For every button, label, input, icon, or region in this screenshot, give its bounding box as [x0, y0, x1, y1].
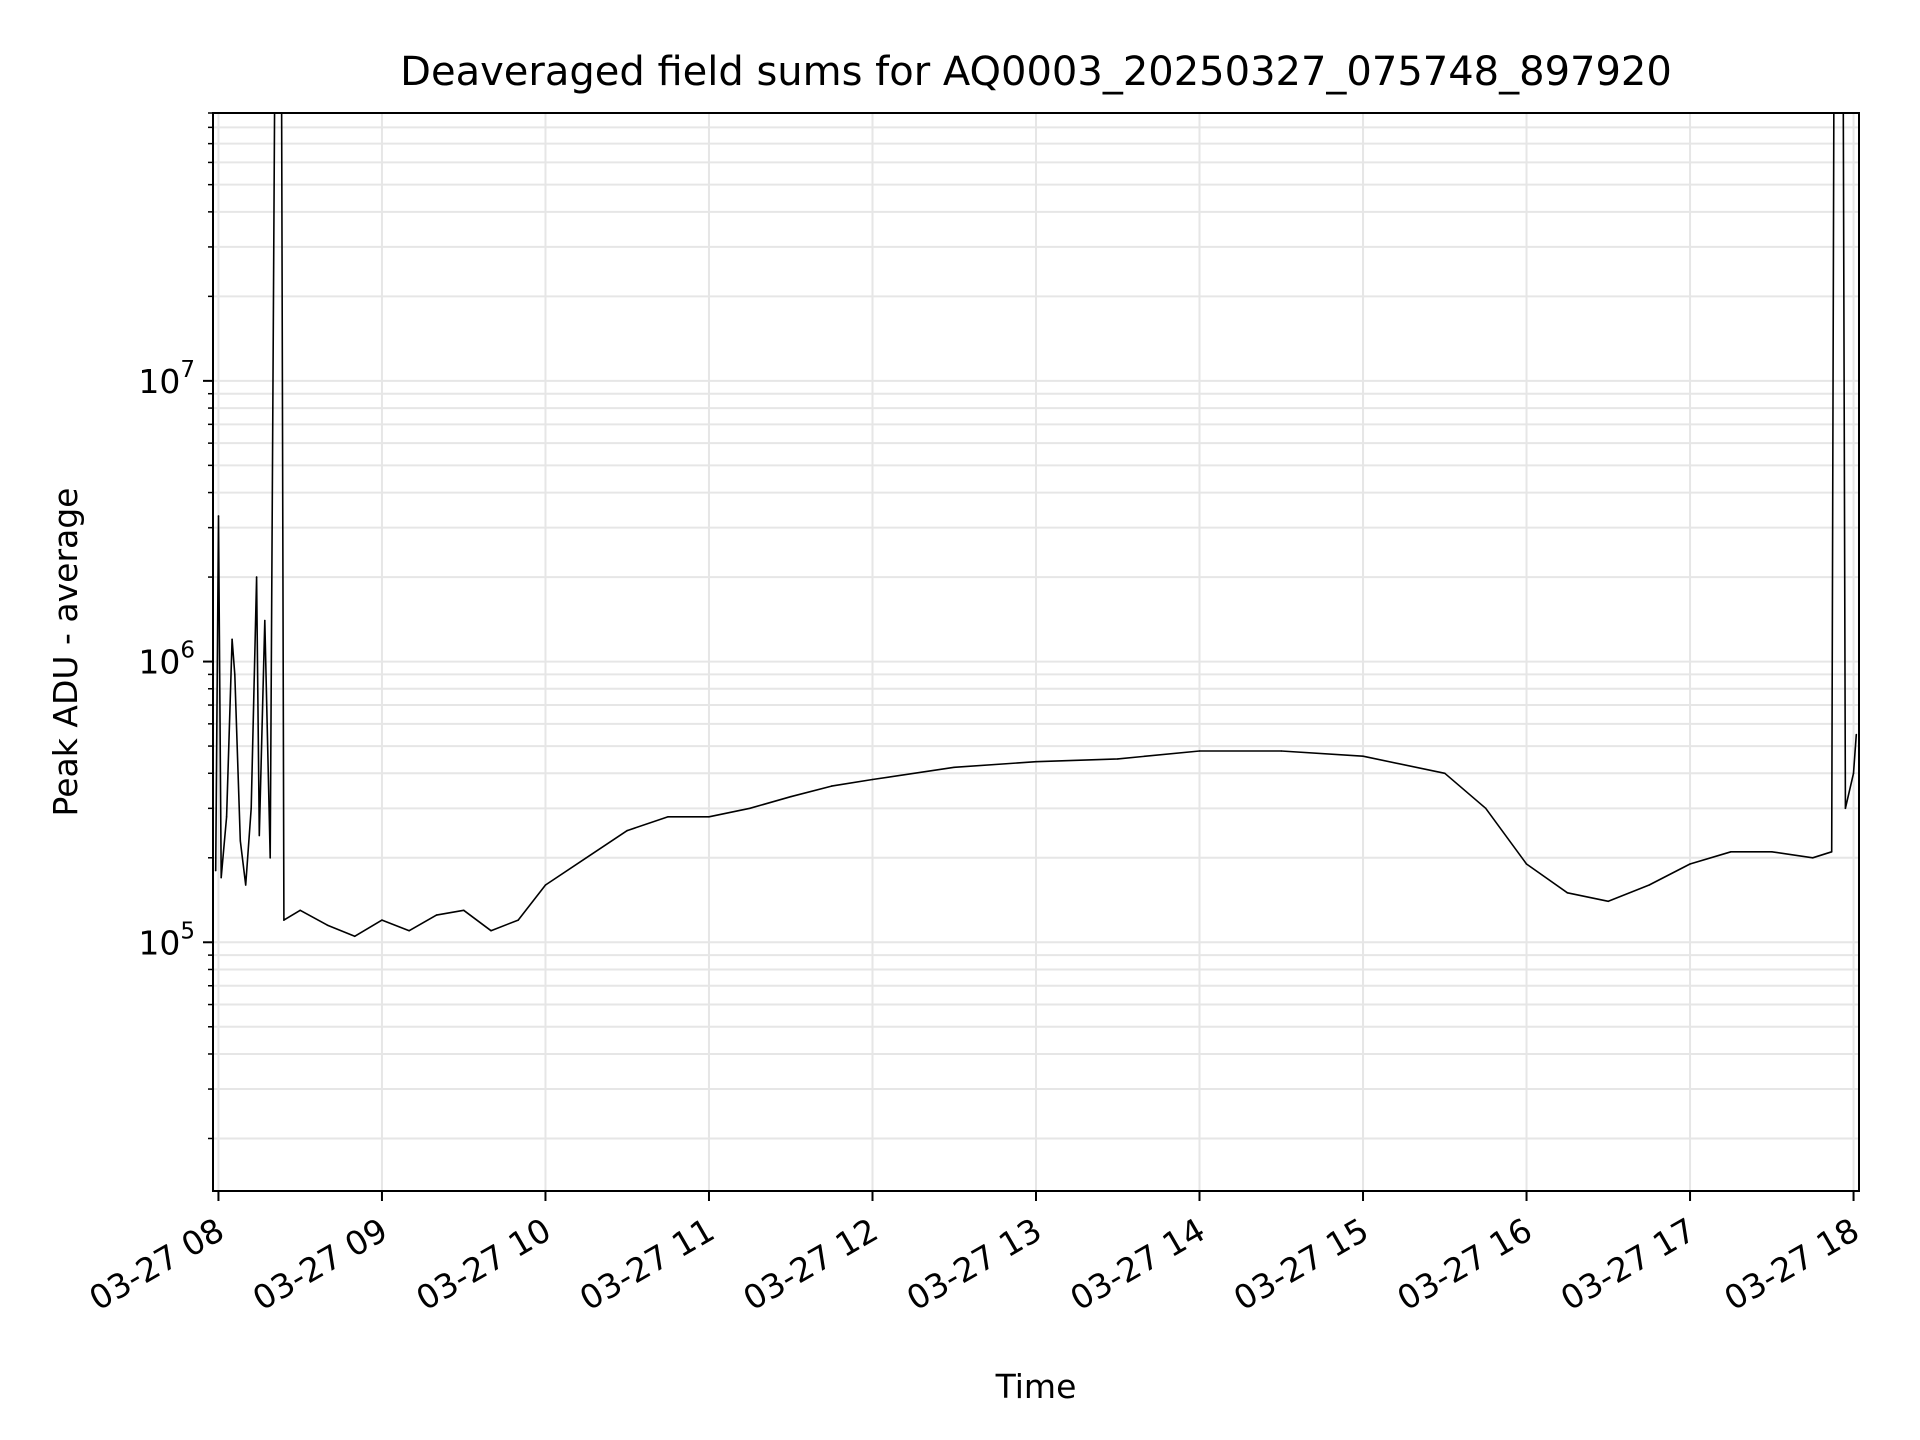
- grid: [213, 112, 1859, 1191]
- chart-title: Deaveraged field sums for AQ0003_2025032…: [400, 49, 1672, 95]
- x-tick-label: 03-27 17: [1554, 1210, 1702, 1318]
- y-tick-label: 107: [138, 357, 195, 401]
- x-axis-label: Time: [995, 1367, 1077, 1406]
- data-point: [490, 929, 492, 932]
- x-tick-label: 03-27 12: [736, 1210, 884, 1318]
- x-axis: 03-27 08 03-27 09 03-27 10 03-27 11 03-27 12…: [82, 1191, 1866, 1318]
- series-line: [214, 113, 1858, 938]
- x-tick-label: 03-27 18: [1718, 1210, 1866, 1318]
- x-tick-label: 03-27 15: [1227, 1210, 1375, 1318]
- y-tick-label: 105: [138, 918, 195, 962]
- data-point: [1648, 884, 1650, 886]
- data-point: [1566, 892, 1569, 894]
- data-point: [830, 785, 833, 787]
- data-point: [789, 795, 792, 798]
- x-tick-label: 03-27 14: [1064, 1210, 1212, 1318]
- data-point: [1852, 772, 1855, 775]
- x-tick-label: 03-27 10: [409, 1210, 557, 1318]
- data-point: [1117, 758, 1119, 760]
- data-point: [1607, 900, 1610, 903]
- y-axis-label: Peak ADU - average: [46, 488, 85, 817]
- y-tick-base: 10: [138, 362, 180, 401]
- data-point: [1035, 760, 1037, 763]
- data-point: [258, 834, 261, 837]
- y-tick-exponent: 6: [180, 638, 195, 664]
- y-tick-exponent: 5: [180, 918, 195, 944]
- data-point: [435, 914, 438, 916]
- data-point: [326, 924, 329, 926]
- data-point: [953, 766, 955, 769]
- data-point: [1198, 750, 1201, 752]
- data-point: [1280, 750, 1283, 752]
- x-tick-label: 03-27 16: [1391, 1210, 1539, 1318]
- data-point: [544, 884, 547, 886]
- series-layer: [214, 113, 1858, 938]
- data-point: [231, 638, 233, 641]
- data-point: [220, 876, 222, 879]
- data-point: [353, 935, 356, 938]
- data-point: [1811, 857, 1814, 859]
- data-point: [217, 515, 220, 517]
- data-point: [408, 929, 411, 932]
- data-point: [283, 919, 285, 921]
- data-point: [1444, 772, 1446, 775]
- data-point: [239, 839, 242, 842]
- data-point: [1830, 851, 1833, 853]
- x-tick-label: 03-27 13: [900, 1210, 1048, 1318]
- data-point: [585, 857, 588, 859]
- data-point: [517, 919, 519, 921]
- data-point: [244, 884, 247, 886]
- data-point: [299, 909, 302, 912]
- data-point: [381, 919, 383, 921]
- x-tick-label: 03-27 09: [246, 1210, 394, 1318]
- data-point: [1484, 807, 1487, 810]
- data-point: [1525, 863, 1528, 865]
- x-tick-label: 03-27 08: [82, 1210, 230, 1318]
- data-point: [255, 576, 258, 578]
- x-tick-label: 03-27 11: [573, 1210, 721, 1318]
- data-point: [250, 807, 252, 810]
- data-point: [214, 869, 217, 872]
- y-tick-exponent: 7: [180, 357, 195, 383]
- y-tick-base: 10: [138, 923, 180, 962]
- data-point: [871, 778, 874, 781]
- data-point: [749, 807, 751, 810]
- data-point: [626, 829, 628, 832]
- data-point: [1689, 863, 1691, 865]
- data-point: [667, 816, 669, 818]
- data-point: [269, 857, 272, 859]
- data-point: [1771, 851, 1773, 853]
- data-point: [462, 909, 465, 912]
- data-point: [1362, 755, 1364, 757]
- y-tick-label: 106: [138, 638, 195, 682]
- data-point: [264, 619, 266, 622]
- data-point: [1844, 807, 1847, 810]
- data-point: [1730, 851, 1732, 853]
- data-point: [1855, 733, 1858, 736]
- y-tick-base: 10: [138, 643, 180, 682]
- data-point: [708, 816, 710, 818]
- data-point: [234, 673, 236, 676]
- data-point: [225, 816, 228, 818]
